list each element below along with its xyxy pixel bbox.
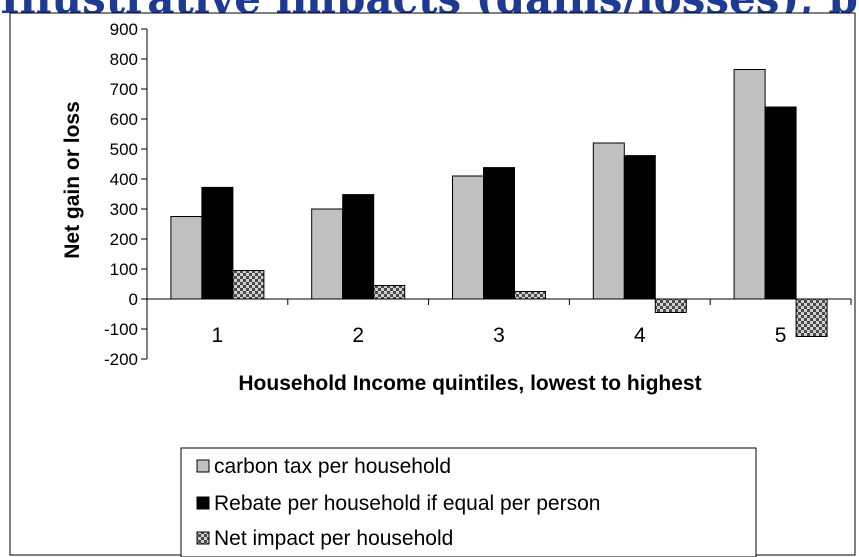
x-tick-label: 2 (352, 324, 364, 347)
rebate-bar (201, 186, 234, 300)
x-axis-title: Household Income quintiles, lowest to hi… (238, 372, 701, 395)
y-tick-label: 500 (110, 140, 138, 159)
y-tick-label: 100 (110, 260, 138, 279)
x-tick-label: 4 (634, 324, 646, 347)
y-tick-label: 600 (110, 110, 138, 129)
rebate-bar (623, 155, 656, 300)
legend-net-impact-swatch (196, 531, 210, 545)
carbon-tax-bar (592, 142, 625, 300)
net-impact-bar (795, 298, 828, 337)
net-impact-bar (232, 270, 265, 300)
y-tick-label: 200 (110, 230, 138, 249)
net-impact-bar (514, 291, 546, 300)
x-tick-label: 1 (212, 324, 224, 347)
carbon-tax-bar (311, 208, 344, 300)
carbon-tax-bar (170, 216, 203, 300)
legend-rebate-swatch (196, 496, 210, 510)
rebate-bar (483, 167, 515, 300)
legend-carbon-tax-swatch (196, 459, 210, 473)
y-tick-label: 400 (110, 170, 138, 189)
legend-box (180, 447, 757, 557)
y-axis-title: Net gain or loss (61, 101, 84, 259)
net-impact-bar (654, 298, 687, 313)
carbon-tax-bar (452, 175, 484, 300)
net-impact-bar (373, 285, 406, 300)
rebate-bar (342, 194, 375, 300)
y-tick-label: -200 (104, 350, 138, 369)
legend-rebate-label: Rebate per household if equal per person (214, 492, 600, 515)
x-tick-label: 5 (775, 324, 787, 347)
legend: carbon tax per household Rebate per house… (180, 447, 757, 557)
rebate-bar (764, 106, 797, 300)
x-tick-label: 3 (493, 324, 505, 347)
y-tick-label: 700 (110, 80, 138, 99)
legend-carbon-tax-label: carbon tax per household (214, 455, 451, 478)
y-tick-label: 300 (110, 200, 138, 219)
y-tick-label: 800 (110, 50, 138, 69)
y-tick-label: -100 (104, 320, 138, 339)
y-tick-label: 0 (129, 290, 138, 309)
plot-area: 900 800 700 600 500 400 300 200 100 0 -100 -200 1 2 3 4… (104, 20, 852, 369)
carbon-tax-bar (733, 69, 766, 300)
legend-net-impact-label: Net impact per household (214, 527, 453, 550)
y-tick-label: 900 (110, 20, 138, 39)
